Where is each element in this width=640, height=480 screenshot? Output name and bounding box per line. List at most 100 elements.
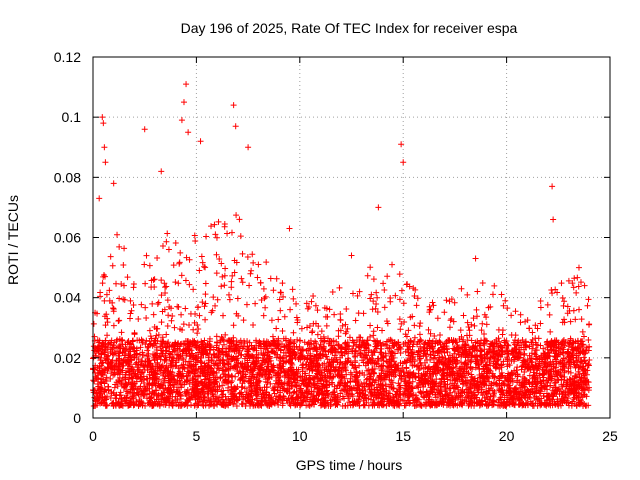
background-point: [577, 363, 584, 370]
background-point: [175, 372, 182, 379]
background-point: [331, 311, 338, 318]
background-point: [327, 397, 334, 404]
background-point: [121, 245, 128, 252]
background-point: [567, 369, 574, 376]
background-point: [218, 283, 225, 290]
background-point: [213, 342, 220, 349]
background-point: [310, 380, 317, 387]
background-point: [268, 343, 275, 350]
background-point: [367, 356, 374, 363]
background-point: [197, 373, 204, 380]
background-point: [213, 333, 220, 340]
background-point: [257, 345, 264, 352]
background-point: [395, 394, 402, 401]
background-point: [269, 348, 276, 355]
background-point: [487, 340, 494, 347]
background-point: [370, 276, 377, 283]
background-point: [170, 262, 177, 269]
background-point: [123, 399, 130, 406]
background-point: [142, 341, 149, 348]
background-point: [327, 402, 334, 409]
background-point: [206, 364, 213, 371]
background-point: [547, 328, 554, 335]
background-point: [165, 246, 172, 253]
background-point: [262, 304, 269, 311]
background-point: [299, 368, 306, 375]
background-point: [568, 359, 575, 366]
background-point: [308, 364, 315, 371]
background-point: [377, 388, 384, 395]
background-point: [506, 362, 513, 369]
background-point: [469, 344, 476, 351]
background-point: [264, 379, 271, 386]
background-point: [369, 352, 376, 359]
background-point: [335, 367, 342, 374]
background-point: [268, 317, 275, 324]
background-point: [233, 353, 240, 360]
background-point: [307, 337, 314, 344]
background-point: [239, 368, 246, 375]
background-point: [381, 304, 388, 311]
background-point: [407, 338, 414, 345]
background-point: [430, 302, 437, 309]
background-point: [430, 379, 437, 386]
background-point: [387, 336, 394, 343]
background-point: [444, 348, 451, 355]
background-point: [317, 365, 324, 372]
background-point: [157, 393, 164, 400]
background-point: [292, 371, 299, 378]
background-point: [121, 296, 128, 303]
background-point: [505, 350, 512, 357]
background-point: [457, 327, 464, 334]
background-point: [220, 312, 227, 319]
background-point: [395, 339, 402, 346]
background-point: [218, 260, 225, 267]
background-point: [374, 341, 381, 348]
background-point: [259, 391, 266, 398]
background-point: [343, 306, 350, 313]
background-point: [456, 351, 463, 358]
background-point: [420, 380, 427, 387]
background-point: [193, 359, 200, 366]
background-point: [388, 384, 395, 391]
background-point: [248, 383, 255, 390]
background-point: [102, 337, 109, 344]
background-point: [98, 399, 105, 406]
background-point: [217, 351, 224, 358]
background-point: [346, 334, 353, 341]
background-point: [477, 353, 484, 360]
background-point: [352, 352, 359, 359]
background-point: [487, 353, 494, 360]
background-point: [427, 306, 434, 313]
background-point: [482, 362, 489, 369]
background-point: [106, 287, 113, 294]
background-point: [431, 386, 438, 393]
background-point: [124, 339, 131, 346]
background-point: [275, 316, 282, 323]
background-point: [416, 323, 423, 330]
background-point: [153, 332, 160, 339]
background-point: [560, 336, 567, 343]
background-point: [544, 379, 551, 386]
background-point: [527, 388, 534, 395]
background-point: [449, 354, 456, 361]
background-point: [573, 289, 580, 296]
background-point: [348, 371, 355, 378]
background-point: [512, 332, 519, 339]
background-point: [548, 286, 555, 293]
background-point: [146, 357, 153, 364]
background-point: [103, 374, 110, 381]
background-point: [444, 369, 451, 376]
background-point: [160, 369, 167, 376]
background-point: [252, 363, 259, 370]
background-point: [341, 361, 348, 368]
background-point: [468, 337, 475, 344]
background-point: [159, 372, 166, 379]
background-point: [214, 362, 221, 369]
background-point: [400, 341, 407, 348]
background-point: [555, 360, 562, 367]
background-point: [393, 391, 400, 398]
background-point: [441, 370, 448, 377]
background-point: [457, 365, 464, 372]
background-point: [328, 373, 335, 380]
